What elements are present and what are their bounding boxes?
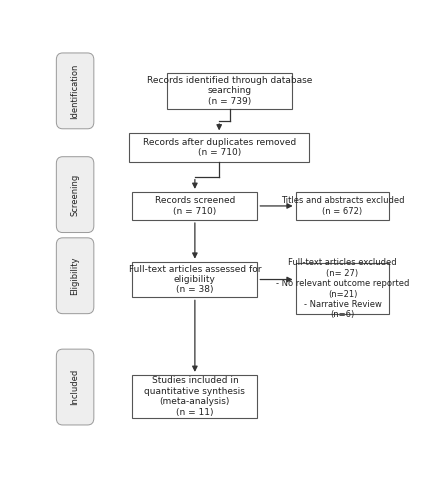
FancyBboxPatch shape (56, 157, 94, 233)
Text: Studies included in
quantitative synthesis
(meta-analysis)
(n = 11): Studies included in quantitative synthes… (144, 376, 246, 416)
FancyBboxPatch shape (56, 349, 94, 425)
FancyBboxPatch shape (296, 192, 389, 220)
FancyBboxPatch shape (56, 53, 94, 129)
Text: Full-text articles assessed for
eligibility
(n = 38): Full-text articles assessed for eligibil… (129, 265, 261, 294)
Text: Eligibility: Eligibility (71, 256, 80, 295)
FancyBboxPatch shape (56, 238, 94, 314)
FancyBboxPatch shape (133, 375, 258, 418)
FancyBboxPatch shape (167, 73, 292, 109)
Text: Titles and abstracts excluded
(n = 672): Titles and abstracts excluded (n = 672) (281, 196, 404, 216)
Text: Records after duplicates removed
(n = 710): Records after duplicates removed (n = 71… (142, 138, 296, 157)
Text: Full-text articles excluded
(n= 27)
- No relevant outcome reported
(n=21)
- Narr: Full-text articles excluded (n= 27) - No… (276, 258, 409, 319)
Text: Records identified through database
searching
(n = 739): Records identified through database sear… (147, 76, 312, 106)
FancyBboxPatch shape (133, 262, 258, 297)
Text: Included: Included (71, 369, 80, 405)
FancyBboxPatch shape (133, 192, 258, 220)
Text: Screening: Screening (71, 173, 80, 216)
Text: Records screened
(n = 710): Records screened (n = 710) (155, 196, 235, 216)
FancyBboxPatch shape (129, 133, 310, 162)
FancyBboxPatch shape (296, 264, 389, 315)
Text: Identification: Identification (71, 63, 80, 119)
